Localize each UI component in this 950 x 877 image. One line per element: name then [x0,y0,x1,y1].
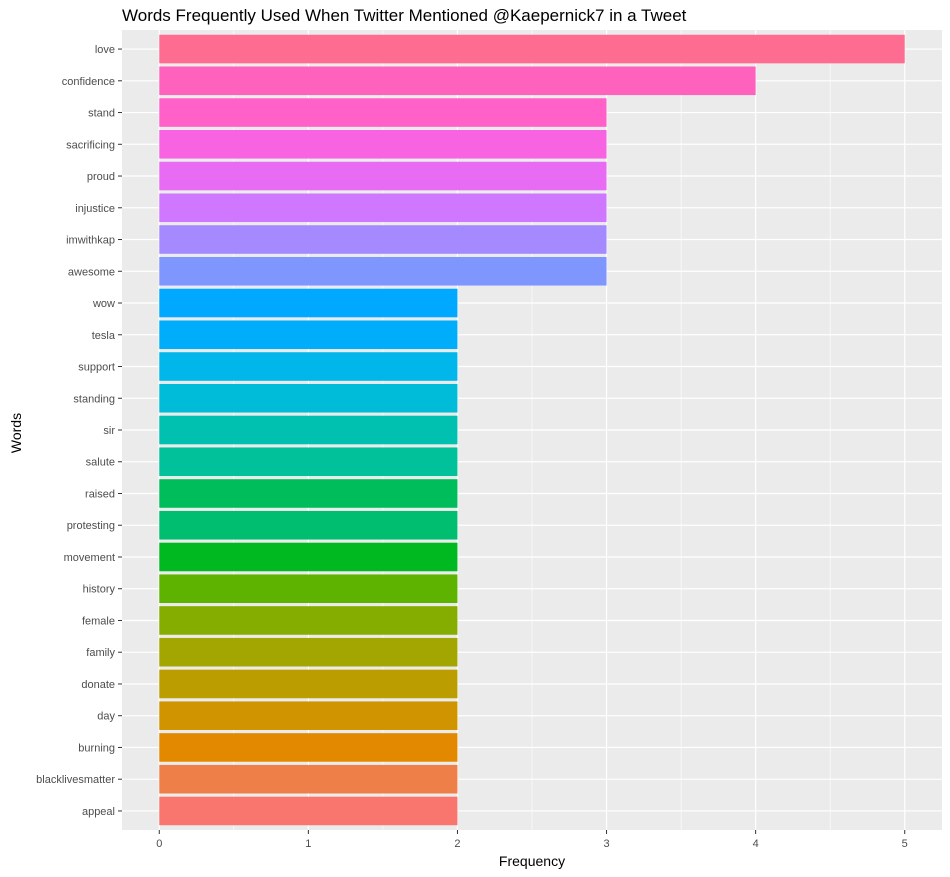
y-tick-label: sir [103,425,115,437]
y-tick-label: imwithkap [66,235,115,247]
y-tick-label: support [78,362,115,374]
y-tick-label: tesla [92,330,116,342]
bar-donate [159,669,458,699]
bar-sir [159,415,458,445]
bar-proud [159,161,607,191]
bar-blacklivesmatter [159,764,458,794]
bar-wow [159,288,458,318]
y-tick-label: sacrificing [66,139,115,151]
y-tick-label: raised [85,488,115,500]
bar-love [159,34,905,64]
y-tick-label: burning [78,742,115,754]
bar-salute [159,447,458,477]
y-tick-label: awesome [68,266,115,278]
chart-title: Words Frequently Used When Twitter Menti… [122,6,687,25]
y-axis-title: Words [8,412,24,454]
y-tick-label: standing [73,393,115,405]
y-tick-label: female [82,615,115,627]
y-tick-label: history [83,584,116,596]
bar-female [159,606,458,635]
x-axis-title: Frequency [498,853,566,869]
bar-confidence [159,66,756,96]
y-tick-label: love [95,44,115,56]
y-tick-label: stand [88,108,115,120]
y-tick-label: movement [64,552,115,564]
bar-standing [159,383,458,413]
x-tick-label: 4 [753,838,759,850]
x-tick-label: 5 [902,838,908,850]
y-tick-label: injustice [75,203,115,215]
bar-raised [159,479,458,508]
y-tick-label: family [86,647,115,659]
y-tick-label: protesting [67,520,115,532]
y-tick-label: confidence [62,76,115,88]
bar-protesting [159,510,458,540]
bar-support [159,352,458,381]
x-tick-label: 3 [603,838,609,850]
bar-imwithkap [159,225,607,254]
bar-appeal [159,796,458,826]
x-tick-label: 1 [305,838,311,850]
y-tick-label: donate [81,679,115,691]
x-tick-label: 0 [156,838,162,850]
y-tick-label: salute [86,457,115,469]
bar-sacrificing [159,130,607,159]
y-tick-label: wow [92,298,115,310]
bar-awesome [159,256,607,286]
bar-burning [159,733,458,762]
bar-tesla [159,320,458,350]
bar-stand [159,98,607,127]
bar-movement [159,542,458,572]
bar-history [159,574,458,604]
y-tick-label: blacklivesmatter [36,774,115,786]
y-tick-label: day [97,711,115,723]
y-tick-label: appeal [82,806,115,818]
bar-family [159,637,458,667]
x-tick-label: 2 [454,838,460,850]
y-tick-label: proud [87,171,115,183]
bar-day [159,701,458,730]
bar-injustice [159,193,607,223]
